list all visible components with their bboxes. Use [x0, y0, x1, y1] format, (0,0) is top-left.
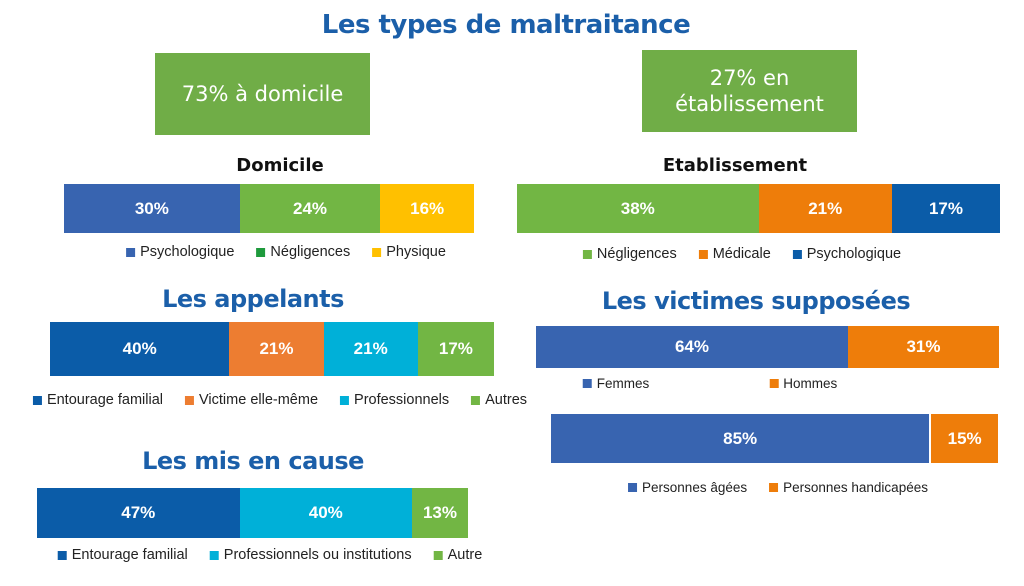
domicile-legend: Psychologique Négligences Physique — [126, 244, 446, 260]
bar-segment: 16% — [380, 184, 475, 233]
victimes-type-legend: Personnes âgées Personnes handicapées — [628, 480, 928, 495]
bar-segment: 24% — [239, 184, 381, 233]
legend-swatch-icon — [372, 247, 382, 257]
domicile-chart-title: Domicile — [236, 155, 324, 176]
legend-label: Victime elle-même — [199, 392, 319, 408]
legend-label: Professionnels ou institutions — [223, 547, 412, 563]
legend-swatch-icon — [769, 483, 779, 492]
etablissement-chart-title: Etablissement — [662, 155, 808, 176]
legend-swatch-icon — [628, 483, 638, 492]
legend-label: Personnes âgées — [642, 480, 748, 495]
appelants-bar: 40% 21% 21% 17% — [50, 322, 495, 376]
legend-item: Négligences — [582, 246, 677, 262]
legend-swatch-icon — [340, 395, 350, 405]
bar-segment: 31% — [847, 326, 999, 368]
page-title: Les types de maltraitance — [321, 10, 691, 40]
legend-label: Autre — [447, 547, 483, 563]
legend-item: Autre — [433, 547, 483, 563]
etablissement-summary-box: 27% en établissement — [642, 50, 857, 132]
legend-item: Physique — [372, 244, 446, 260]
legend-swatch-icon — [792, 249, 802, 259]
legend-label: Femmes — [596, 376, 650, 391]
legend-item: Autres — [471, 392, 527, 408]
domicile-bar: 30% 24% 16% — [64, 184, 475, 233]
legend-label: Physique — [386, 244, 446, 260]
legend-item: Médicale — [698, 246, 771, 262]
victimes-sexe-bar: 64% 31% — [536, 326, 999, 368]
bar-segment: 21% — [758, 184, 892, 233]
victimes-chart-title: Les victimes supposées — [601, 287, 911, 315]
legend-swatch-icon — [769, 379, 779, 388]
bar-segment: 17% — [891, 184, 1000, 233]
legend-label: Hommes — [783, 376, 838, 391]
legend-label: Médicale — [712, 246, 771, 262]
bar-segment: 40% — [50, 322, 230, 376]
bar-segment: 30% — [64, 184, 240, 233]
legend-label: Négligences — [270, 244, 351, 260]
legend-label: Psychologique — [806, 246, 902, 262]
bar-segment: 17% — [417, 322, 495, 376]
legend-label: Psychologique — [140, 244, 235, 260]
legend-swatch-icon — [126, 247, 136, 257]
legend-item: Personnes âgées — [628, 480, 747, 495]
legend-swatch-icon — [32, 395, 42, 405]
bar-segment: 13% — [411, 488, 468, 538]
legend-label: Autres — [485, 392, 528, 408]
appelants-chart-title: Les appelants — [162, 285, 344, 313]
bar-segment: 47% — [37, 488, 240, 538]
legend-label: Entourage familial — [46, 392, 164, 408]
legend-item: Hommes — [769, 376, 837, 391]
domicile-summary-box: 73% à domicile — [155, 53, 370, 135]
mis-en-cause-bar: 47% 40% 13% — [37, 488, 468, 538]
bar-segment: 38% — [517, 184, 759, 233]
mis-en-cause-legend: Entourage familial Professionnels ou inst… — [57, 547, 483, 563]
legend-label: Entourage familial — [71, 547, 188, 563]
bar-segment: 21% — [323, 322, 418, 376]
legend-item: Professionnels — [340, 392, 449, 408]
bar-segment: 21% — [229, 322, 324, 376]
mis-en-cause-chart-title: Les mis en cause — [142, 447, 364, 475]
etablissement-legend: Négligences Médicale Psychologique — [582, 246, 902, 262]
appelants-legend: Entourage familial Victime elle-même Profe… — [32, 392, 527, 408]
legend-swatch-icon — [471, 395, 481, 405]
legend-swatch-icon — [185, 395, 195, 405]
etablissement-bar: 38% 21% 17% — [517, 184, 1000, 233]
legend-swatch-icon — [57, 550, 67, 560]
legend-item: Négligences — [256, 244, 350, 260]
legend-swatch-icon — [256, 247, 266, 257]
legend-label: Négligences — [596, 246, 677, 262]
legend-item: Psychologique — [126, 244, 234, 260]
legend-item: Personnes handicapées — [769, 480, 928, 495]
legend-label: Personnes handicapées — [783, 480, 928, 495]
legend-item: Entourage familial — [32, 392, 164, 408]
legend-item: Psychologique — [792, 246, 902, 262]
legend-item: Femmes — [582, 376, 650, 391]
legend-swatch-icon — [698, 249, 708, 259]
bar-segment: 40% — [239, 488, 412, 538]
legend-swatch-icon — [209, 550, 219, 560]
legend-label: Professionnels — [354, 392, 450, 408]
bar-segment: 15% — [929, 414, 998, 463]
victimes-sexe-legend: Femmes Hommes — [582, 376, 837, 391]
legend-item: Victime elle-même — [185, 392, 318, 408]
legend-swatch-icon — [582, 249, 592, 259]
legend-swatch-icon — [433, 550, 443, 560]
bar-segment: 64% — [536, 326, 848, 368]
bar-segment: 85% — [551, 414, 930, 463]
legend-swatch-icon — [582, 379, 592, 388]
legend-item: Entourage familial — [57, 547, 188, 563]
legend-item: Professionnels ou institutions — [209, 547, 412, 563]
victimes-type-bar: 85% 15% — [551, 414, 998, 463]
